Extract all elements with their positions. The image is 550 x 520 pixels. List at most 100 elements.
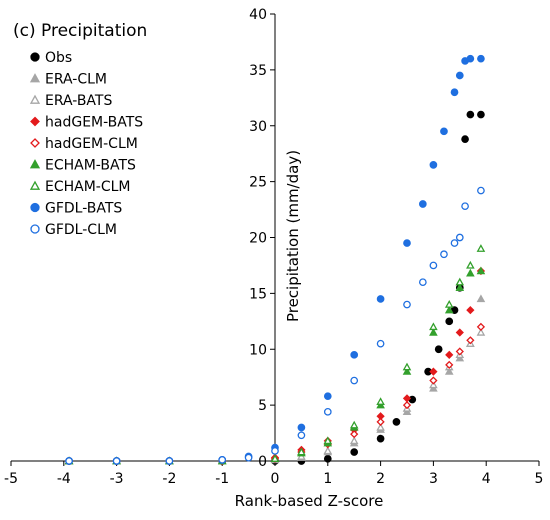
data-marks-layer [64, 54, 486, 466]
y-tick-label: 20 [249, 231, 267, 247]
y-tick-label: 30 [249, 119, 267, 135]
x-tick-label: 3 [429, 471, 438, 487]
legend-label-gfdl-clm: GFDL-CLM [45, 222, 117, 238]
legend-marker-gfdl-bats [30, 202, 40, 213]
legend-marker-era-bats [29, 94, 41, 104]
data-point-gfdl-clm [455, 233, 464, 242]
x-tick-label: -3 [110, 471, 124, 487]
y-tick-label: 35 [249, 63, 267, 79]
legend-label-obs: Obs [45, 50, 72, 66]
legend-item-gfdl-bats: GFDL-BATS [30, 201, 122, 217]
axes-layer: -5 -4 -3 -2 -1 0 1 2 3 4 5 0 5 10 15 20 25 30 35 40 [4, 7, 543, 487]
legend-label-gfdl-bats: GFDL-BATS [45, 201, 122, 217]
data-point-hadgem-clm [476, 322, 486, 332]
data-point-gfdl-clm [376, 339, 385, 348]
x-tick-label: -5 [4, 471, 18, 487]
data-point-gfdl-bats [376, 295, 385, 303]
data-point-obs [376, 434, 385, 443]
data-point-hadgem-clm [445, 360, 454, 370]
data-point-echam-clm [466, 260, 475, 269]
x-tick-label: 1 [323, 471, 332, 487]
x-tick-label: -2 [162, 471, 176, 487]
data-point-obs [477, 110, 485, 119]
data-point-gfdl-clm [440, 250, 448, 259]
legend-label-era-bats: ERA-BATS [45, 93, 112, 109]
data-point-era-clm [476, 294, 486, 303]
legend-marker-hadgem-bats [30, 116, 40, 127]
y-tick-label: 15 [249, 286, 267, 302]
legend-marker-hadgem-clm [30, 138, 40, 148]
data-point-echam-bats [429, 327, 438, 336]
data-point-gfdl-bats [418, 200, 427, 208]
legend-label-hadgem-clm: hadGEM-CLM [45, 136, 138, 152]
legend-item-hadgem-bats: hadGEM-BATS [30, 115, 143, 131]
data-point-era-bats [349, 436, 359, 445]
data-point-echam-bats [476, 266, 486, 275]
legend-marker-era-clm [29, 73, 41, 83]
data-point-gfdl-clm [244, 453, 253, 462]
legend-item-era-clm: ERA-CLM [29, 72, 107, 88]
x-tick-label: 2 [376, 471, 385, 487]
data-point-echam-clm [349, 420, 359, 429]
x-axis-title: Rank-based Z-score [235, 492, 384, 510]
data-point-hadgem-bats [466, 306, 475, 315]
data-point-hadgem-clm [376, 417, 385, 427]
legend-label-era-clm: ERA-CLM [45, 72, 107, 88]
data-point-hadgem-clm [350, 430, 359, 439]
data-point-gfdl-clm [271, 447, 279, 455]
data-point-gfdl-clm [218, 456, 227, 464]
data-point-gfdl-clm [450, 239, 459, 247]
data-point-echam-bats [444, 305, 454, 314]
legend-marker-echam-clm [29, 180, 41, 190]
data-point-gfdl-bats [403, 239, 411, 247]
data-point-gfdl-clm [350, 376, 359, 385]
data-point-echam-bats [402, 367, 412, 375]
legend: Obs ERA-CLM ERA-BATS hadGEM-BATS hadGEM-CLM E… [29, 50, 143, 238]
data-point-obs [350, 448, 359, 456]
data-point-gfdl-clm [65, 457, 73, 465]
data-point-gfdl-bats [455, 71, 464, 80]
x-tick-label: -4 [57, 471, 71, 487]
data-point-obs [408, 395, 417, 404]
data-point-hadgem-clm [402, 401, 412, 410]
data-point-era-clm [444, 367, 454, 375]
data-point-echam-clm [455, 277, 465, 286]
series-gfdl-clm [65, 186, 485, 465]
data-point-gfdl-bats [477, 54, 485, 63]
data-point-gfdl-clm [297, 431, 306, 440]
legend-label-echam-clm: ECHAM-CLM [45, 179, 131, 195]
data-point-echam-clm [297, 447, 306, 456]
data-point-obs [323, 454, 332, 463]
data-point-hadgem-bats [455, 328, 464, 337]
legend-item-echam-clm: ECHAM-CLM [29, 179, 131, 195]
data-point-obs [434, 345, 443, 354]
data-point-echam-clm [476, 244, 486, 252]
y-tick-label: 40 [249, 7, 267, 23]
data-point-gfdl-clm [477, 186, 485, 195]
data-point-hadgem-clm [455, 347, 464, 356]
legend-item-echam-bats: ECHAM-BATS [29, 158, 136, 174]
data-point-gfdl-bats [429, 161, 438, 169]
data-point-hadgem-clm [466, 336, 475, 345]
data-point-hadgem-bats [445, 350, 454, 359]
data-point-echam-clm [270, 454, 280, 462]
data-point-hadgem-bats [429, 367, 438, 376]
legend-marker-obs [30, 52, 40, 62]
data-point-gfdl-clm [165, 457, 174, 465]
data-point-gfdl-clm [112, 457, 121, 465]
legend-item-gfdl-clm: GFDL-CLM [30, 222, 117, 238]
data-point-era-bats [476, 327, 486, 336]
data-point-gfdl-clm [429, 261, 438, 270]
data-point-echam-clm [376, 397, 385, 405]
legend-label-echam-bats: ECHAM-BATS [45, 158, 136, 174]
data-point-era-bats [323, 446, 333, 455]
legend-item-obs: Obs [30, 50, 72, 66]
data-point-gfdl-clm [461, 202, 469, 211]
legend-marker-echam-bats [29, 159, 41, 169]
data-point-gfdl-bats [440, 127, 448, 136]
y-axis-title: Precipitation (mm/day) [284, 150, 302, 322]
legend-marker-gfdl-clm [30, 224, 40, 234]
x-tick-label: 4 [482, 471, 491, 487]
